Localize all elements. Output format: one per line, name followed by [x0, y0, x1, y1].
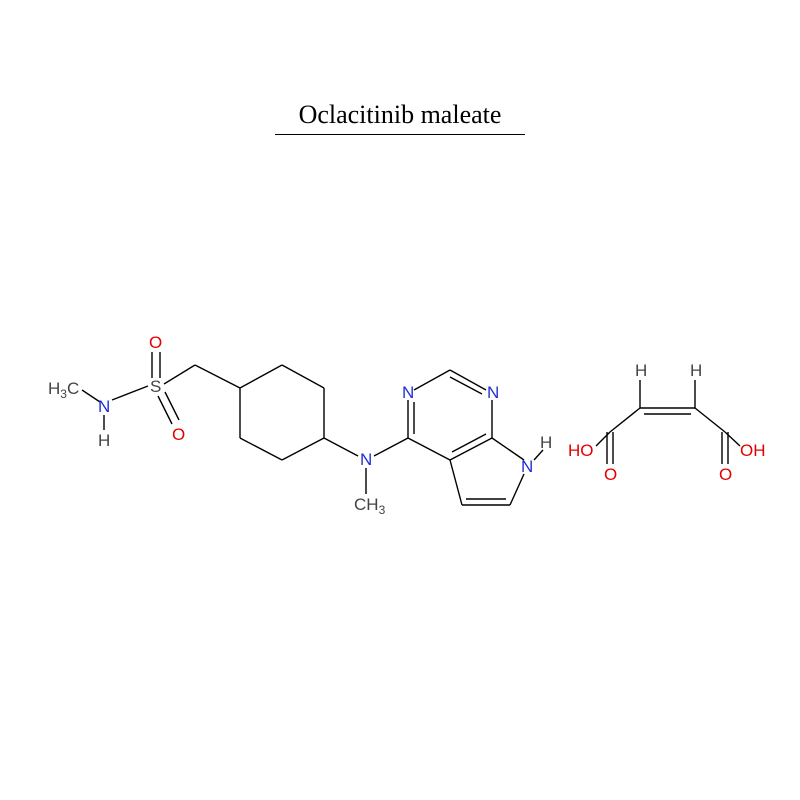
h-amide-icon: H	[98, 431, 110, 450]
label-ch3-amine: CH3	[354, 495, 386, 517]
maleate-oh-icon: OH	[740, 441, 766, 460]
label-h3c: H3C	[48, 379, 79, 401]
h-pyrrole-icon: H	[540, 433, 552, 452]
o-bot-icon: O	[172, 425, 185, 444]
maleate-h2-icon: H	[690, 361, 702, 380]
n-pyrrole-icon: N	[521, 457, 533, 476]
n-amine-icon: N	[360, 450, 372, 469]
maleate-ho-icon: HO	[568, 441, 594, 460]
n-amide-icon: N	[98, 397, 110, 416]
o-top-icon: O	[149, 333, 162, 352]
s-sulfonyl-icon: S	[150, 377, 161, 396]
oclacitinib-structure: H3C N H S O O N CH3 N N N H	[48, 333, 552, 517]
maleate-o1-icon: O	[604, 465, 617, 484]
maleate-o2-icon: O	[719, 465, 732, 484]
n-py1-icon: N	[402, 383, 414, 402]
structure-canvas: H3C N H S O O N CH3 N N N H HO	[0, 0, 800, 800]
maleate-structure: HO O H H O OH	[568, 361, 766, 484]
maleate-h1-icon: H	[635, 361, 647, 380]
n-py2-icon: N	[487, 383, 499, 402]
